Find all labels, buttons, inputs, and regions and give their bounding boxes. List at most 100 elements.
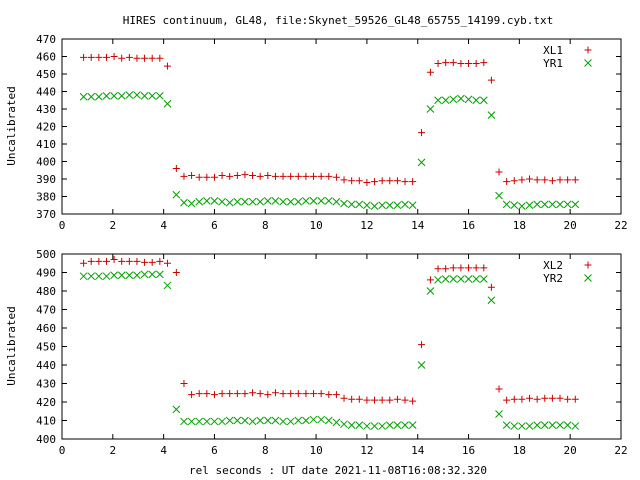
data-point-xl1 xyxy=(226,172,234,180)
data-point-xl2 xyxy=(434,265,442,273)
data-point-yr1 xyxy=(225,198,234,207)
data-point-yr2 xyxy=(434,276,442,284)
data-point-xl2 xyxy=(571,395,579,403)
data-point-yr1 xyxy=(294,197,303,206)
legend-marker-yr2 xyxy=(584,274,592,282)
data-point-xl1 xyxy=(133,54,141,62)
x-tick-label-top: 6 xyxy=(211,219,218,232)
x-tick-label-bottom: 12 xyxy=(360,444,373,457)
data-point-yr1 xyxy=(302,197,310,205)
data-point-xl2 xyxy=(156,257,164,265)
data-point-xl2 xyxy=(472,264,480,272)
data-point-xl2 xyxy=(548,394,556,402)
plot-frame-bottom xyxy=(61,253,622,440)
data-point-xl1 xyxy=(203,173,211,181)
data-point-xl1 xyxy=(141,54,149,62)
data-point-yr1 xyxy=(347,200,356,209)
data-point-yr1 xyxy=(279,197,287,206)
y-tick-label-bottom: 500 xyxy=(36,248,56,261)
data-point-xl2 xyxy=(317,390,325,398)
data-point-xl1 xyxy=(487,76,495,84)
data-point-yr1 xyxy=(426,105,435,113)
points-bottom xyxy=(79,256,580,430)
series-yr1 xyxy=(79,91,580,210)
series-yr2 xyxy=(79,270,580,430)
x-tick-label-top: 0 xyxy=(59,219,66,232)
data-point-xl2 xyxy=(518,395,526,403)
data-point-xl1 xyxy=(503,178,511,186)
data-point-yr1 xyxy=(571,200,580,209)
data-point-yr1 xyxy=(502,200,511,209)
data-point-xl1 xyxy=(472,60,480,67)
data-point-yr2 xyxy=(347,421,356,429)
data-point-yr1 xyxy=(370,202,379,210)
y-axis-label-bottom: Uncalibrated xyxy=(5,306,18,385)
data-point-xl2 xyxy=(249,389,257,397)
data-point-xl2 xyxy=(172,269,180,276)
data-point-yr1 xyxy=(218,197,226,206)
data-point-xl1 xyxy=(348,177,356,185)
data-point-yr2 xyxy=(408,421,417,429)
data-point-yr1 xyxy=(556,200,564,209)
data-point-yr2 xyxy=(449,275,458,283)
x-tick-label-bottom: 0 xyxy=(59,444,66,457)
data-point-xl2 xyxy=(426,276,434,284)
data-point-yr1 xyxy=(102,92,111,100)
plot-frame-top xyxy=(61,38,622,215)
data-point-xl1 xyxy=(279,172,287,180)
data-point-yr2 xyxy=(155,270,164,279)
data-point-yr1 xyxy=(495,191,503,200)
data-point-xl2 xyxy=(325,391,333,399)
legend-label-xl1: XL1 xyxy=(543,44,563,57)
data-point-yr1 xyxy=(434,96,442,105)
data-point-xl1 xyxy=(409,178,417,186)
data-point-xl2 xyxy=(188,391,196,399)
data-point-xl1 xyxy=(495,168,503,176)
data-point-xl2 xyxy=(418,341,426,349)
y-tick-label-bottom: 480 xyxy=(36,285,56,298)
data-point-xl1 xyxy=(110,53,118,60)
data-point-xl1 xyxy=(294,172,302,180)
data-point-yr2 xyxy=(340,420,348,429)
data-point-yr1 xyxy=(195,197,204,206)
data-point-yr1 xyxy=(248,197,257,206)
data-point-xl2 xyxy=(118,257,126,265)
data-point-yr2 xyxy=(233,416,242,425)
data-point-xl1 xyxy=(465,60,473,67)
data-point-xl2 xyxy=(195,390,203,398)
data-point-xl1 xyxy=(401,178,409,186)
data-point-yr2 xyxy=(401,421,409,429)
data-point-yr1 xyxy=(233,197,242,206)
data-point-xl1 xyxy=(355,177,363,185)
x-tick-label-bottom: 2 xyxy=(110,444,117,457)
data-point-yr1 xyxy=(487,111,496,119)
data-point-yr2 xyxy=(279,417,287,426)
data-point-xl2 xyxy=(503,396,511,404)
data-point-xl1 xyxy=(457,60,465,67)
data-point-yr2 xyxy=(355,421,364,429)
data-point-xl2 xyxy=(355,395,363,403)
data-point-xl1 xyxy=(541,176,549,184)
data-point-yr1 xyxy=(363,201,371,210)
data-point-xl1 xyxy=(378,177,386,185)
data-point-yr2 xyxy=(79,272,88,281)
data-point-xl2 xyxy=(378,396,386,404)
y-tick-label-bottom: 420 xyxy=(36,396,56,409)
data-point-xl1 xyxy=(180,172,188,180)
data-point-xl1 xyxy=(241,171,249,179)
data-point-yr2 xyxy=(464,275,473,283)
data-point-yr2 xyxy=(125,271,134,280)
series-xl1 xyxy=(80,53,579,186)
data-point-xl2 xyxy=(457,264,465,272)
data-point-yr1 xyxy=(563,200,572,209)
data-point-yr2 xyxy=(540,421,549,429)
data-point-yr2 xyxy=(370,422,379,430)
data-point-xl2 xyxy=(401,396,409,404)
data-point-xl2 xyxy=(125,257,133,265)
data-point-yr2 xyxy=(248,417,257,426)
data-point-yr1 xyxy=(385,201,394,210)
data-point-xl1 xyxy=(256,172,264,180)
data-point-xl2 xyxy=(449,264,457,272)
data-point-yr1 xyxy=(449,95,458,104)
